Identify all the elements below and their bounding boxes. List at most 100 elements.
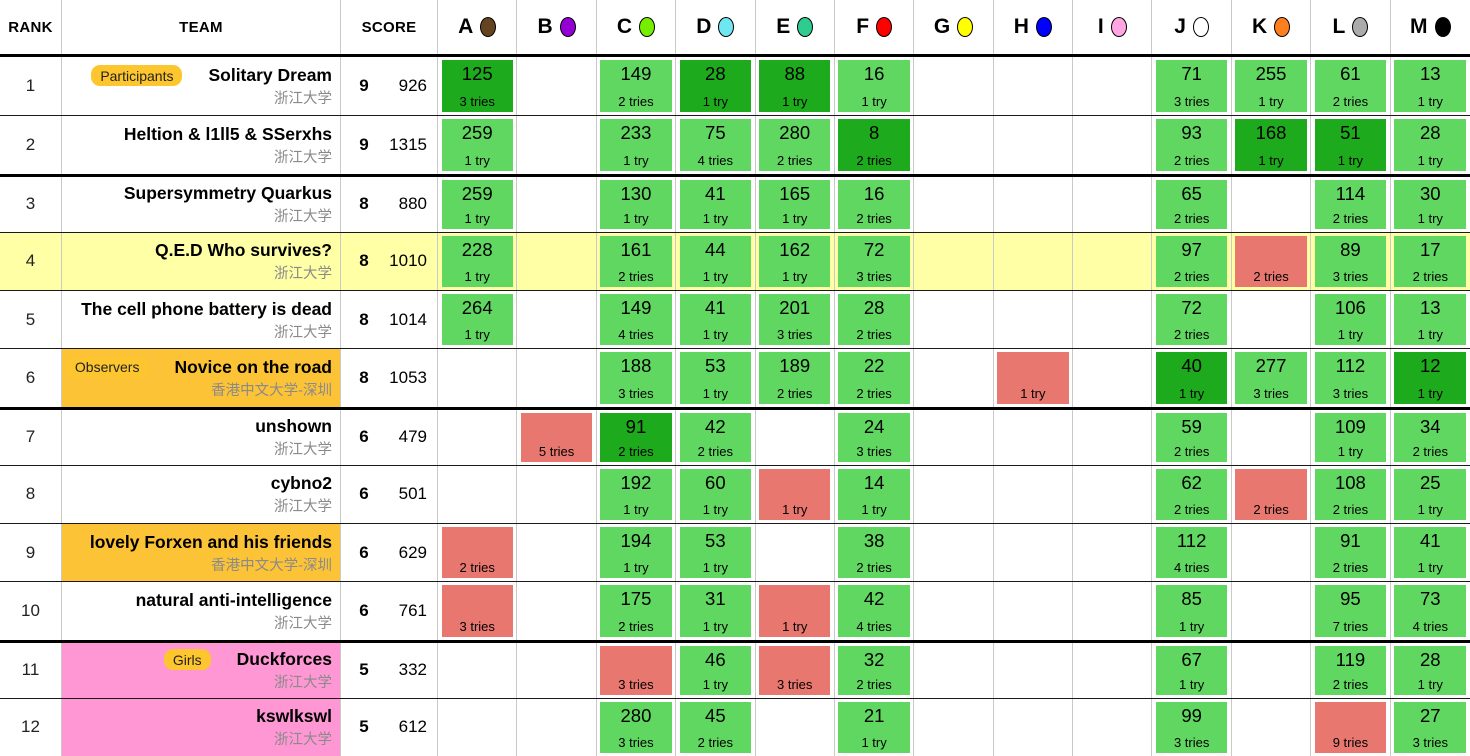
problem-cell-J: 93 2 tries	[1152, 116, 1232, 174]
problem-cell-F: 42 4 tries	[835, 582, 915, 640]
rank-cell: 11	[0, 642, 62, 698]
score-cell: 6 501	[341, 465, 438, 523]
problem-cell-G	[914, 291, 994, 349]
team-cell[interactable]: natural anti-intelligence 浙江大学	[62, 582, 341, 640]
team-name: Solitary Dream	[208, 65, 332, 86]
tries-count: 1 try	[1417, 210, 1443, 226]
solve-time: 27	[1420, 704, 1441, 726]
team-name-line: lovely Forxen and his friends	[90, 532, 332, 553]
team-row-8: 8 cybno2 浙江大学 6 501 192 1 try 60 1 try 1 try 14 1 t…	[0, 464, 1470, 523]
tries-count: 4 tries	[618, 327, 654, 343]
team-name-line: Heltion & l1ll5 & SSerxhs	[124, 124, 332, 145]
solve-time: 165	[779, 182, 811, 204]
team-cell[interactable]: Supersymmetry Quarkus 浙江大学	[62, 176, 341, 232]
team-name-line: natural anti-intelligence	[136, 590, 332, 611]
team-cell[interactable]: unshown 浙江大学	[62, 409, 341, 465]
team-cell[interactable]: kswlkswl 浙江大学	[62, 698, 341, 756]
score-cell: 6 629	[341, 524, 438, 582]
tries-count: 2 tries	[1412, 269, 1448, 284]
team-cell[interactable]: cybno2 浙江大学	[62, 465, 341, 523]
solved-count: 5	[359, 660, 369, 680]
result-solved: 189 2 tries	[759, 352, 831, 404]
tries-count: 1 try	[1417, 502, 1443, 517]
team-cell[interactable]: The cell phone battery is dead 浙江大学	[62, 291, 341, 349]
solve-time: 17	[1420, 238, 1441, 260]
result-solved: 201 3 tries	[759, 294, 831, 346]
result-solved: 13 1 try	[1394, 60, 1467, 113]
solve-time: 112	[1176, 530, 1207, 551]
tries-count: 2 tries	[1253, 502, 1289, 517]
result-solved: 28 2 tries	[838, 294, 910, 346]
team-affiliation: 浙江大学	[274, 324, 332, 341]
problem-header-G: G	[914, 0, 994, 54]
tries-count: 1 try	[1258, 152, 1284, 168]
balloon-icon-c	[639, 17, 656, 37]
result-solved: 277 3 tries	[1235, 352, 1307, 404]
problem-cell-B	[517, 349, 597, 407]
problem-header-H: H	[994, 0, 1074, 54]
team-name: unshown	[255, 416, 332, 437]
problem-header-C: C	[597, 0, 677, 54]
rank-cell: 10	[0, 582, 62, 640]
score-cell: 8 880	[341, 176, 438, 232]
team-name: cybno2	[270, 473, 332, 494]
result-solved: 53 1 try	[679, 352, 752, 404]
solve-time: 168	[1255, 122, 1287, 144]
problem-cell-H	[994, 582, 1074, 640]
solve-time: 91	[625, 415, 647, 437]
solve-time: 34	[1420, 415, 1441, 437]
tries-count: 1 try	[782, 210, 808, 226]
problem-cell-F: 38 2 tries	[835, 524, 915, 582]
team-cell[interactable]: Observers Novice on the road 香港中文大学-深圳	[62, 349, 341, 407]
score-cell: 6 761	[341, 582, 438, 640]
solve-time: 255	[1255, 63, 1287, 84]
team-cell[interactable]: Q.E.D Who survives? 浙江大学	[62, 232, 341, 290]
problem-cell-B	[517, 232, 597, 290]
team-name-line: Participants Solitary Dream	[91, 65, 332, 87]
result-solved: 114 2 tries	[1314, 179, 1387, 229]
result-first: 12 1 try	[1394, 352, 1467, 404]
team-cell[interactable]: Girls Duckforces 浙江大学	[62, 642, 341, 698]
solve-time: 233	[620, 122, 652, 144]
scoreboard-rows: 1 Participants Solitary Dream 浙江大学 9 926 125 3 …	[0, 57, 1470, 756]
result-solved: 67 1 try	[1155, 645, 1228, 695]
result-failed: 2 tries	[1235, 468, 1307, 520]
solve-time: 149	[620, 63, 652, 84]
team-name: natural anti-intelligence	[135, 589, 332, 610]
solve-time: 188	[620, 355, 652, 377]
team-name-line: Q.E.D Who survives?	[155, 240, 332, 261]
problem-letter: J	[1174, 15, 1186, 38]
balloon-icon-f	[876, 17, 893, 37]
score-cell: 5 612	[341, 698, 438, 756]
problem-cell-B	[517, 465, 597, 523]
problem-cell-E	[756, 524, 835, 582]
solve-time: 32	[863, 648, 885, 670]
team-row-4: 4 Q.E.D Who survives? 浙江大学 8 1010 228 1 try 161…	[0, 231, 1470, 290]
problem-cell-C: 149 2 tries	[597, 57, 677, 116]
solve-time: 259	[461, 122, 493, 144]
team-cell[interactable]: Participants Solitary Dream 浙江大学	[62, 57, 341, 116]
team-cell[interactable]: Heltion & l1ll5 & SSerxhs 浙江大学	[62, 116, 341, 174]
problem-cell-M: 28 1 try	[1391, 643, 1470, 698]
team-affiliation: 浙江大学	[274, 442, 332, 459]
team-row-7: 7 unshown 浙江大学 6 479 5 tries 91 2 tries 42 2 trie…	[0, 406, 1470, 465]
result-first: 8 2 tries	[838, 119, 910, 171]
rank-cell: 6	[0, 349, 62, 407]
problem-cell-F: 16 2 tries	[835, 176, 915, 232]
problem-cell-I	[1073, 232, 1153, 290]
solve-time: 30	[1420, 182, 1441, 204]
problem-cell-L: 109 1 try	[1311, 409, 1391, 465]
problem-cell-L: 91 2 tries	[1311, 524, 1391, 582]
tries-count: 3 tries	[1412, 735, 1448, 750]
tries-count: 1 try	[702, 269, 728, 284]
solved-count: 8	[359, 194, 369, 214]
result-solved: 16 2 tries	[838, 179, 910, 229]
problem-cell-L: 89 3 tries	[1311, 232, 1391, 290]
problem-cell-G	[914, 524, 994, 582]
tries-count: 1 try	[464, 327, 490, 343]
column-header-team: TEAM	[62, 0, 341, 54]
problem-cell-I	[1073, 465, 1153, 523]
team-cell[interactable]: lovely Forxen and his friends 香港中文大学-深圳	[62, 524, 341, 582]
problem-cell-J: 97 2 tries	[1152, 232, 1232, 290]
result-failed: 1 try	[997, 352, 1069, 404]
